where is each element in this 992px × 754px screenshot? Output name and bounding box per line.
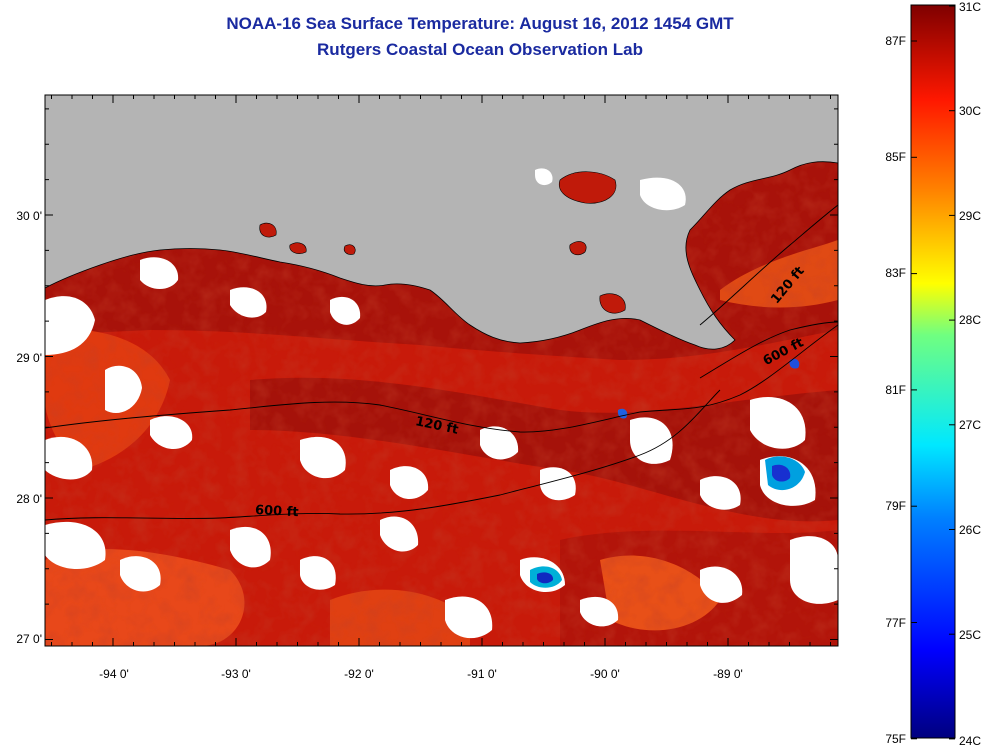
lat-label-28: 28 0' <box>16 492 42 506</box>
map-subtitle: Rutgers Coastal Ocean Observation Lab <box>317 40 643 59</box>
colorbar-f-87: 87F <box>885 34 906 48</box>
colorbar-c-29: 29C <box>959 209 982 223</box>
land <box>45 95 838 350</box>
inland-water <box>259 171 626 314</box>
colorbar-c-24: 24C <box>959 734 982 748</box>
lon-label-90: -90 0' <box>590 667 620 681</box>
colorbar-f-75: 75F <box>885 732 906 746</box>
map-title: NOAA-16 Sea Surface Temperature: August … <box>226 14 734 33</box>
colorbar-c-26: 26C <box>959 523 982 537</box>
lon-label-89: -89 0' <box>713 667 743 681</box>
colorbar-ticks <box>911 5 955 740</box>
colorbar-c-25: 25C <box>959 628 982 642</box>
axis-ticks <box>45 95 838 646</box>
colorbar <box>910 4 956 739</box>
lat-label-27: 27 0' <box>16 632 42 646</box>
lon-label-92: -92 0' <box>344 667 374 681</box>
cool-spots <box>530 358 805 588</box>
colorbar-c-27: 27C <box>959 418 982 432</box>
contour-label-600ft-west: 600 ft <box>255 503 299 520</box>
lat-label-30: 30 0' <box>16 209 42 223</box>
colorbar-f-79: 79F <box>885 499 906 513</box>
colorbar-f-83: 83F <box>885 266 906 280</box>
colorbar-f-77: 77F <box>885 616 906 630</box>
colorbar-f-85: 85F <box>885 150 906 164</box>
bathymetry-contours <box>45 204 838 521</box>
colorbar-c-28: 28C <box>959 313 982 327</box>
colorbar-c-30: 30C <box>959 104 982 118</box>
lon-label-91: -91 0' <box>467 667 497 681</box>
colorbar-f-81: 81F <box>885 383 906 397</box>
map-area: 120 ft 600 ft 120 ft 600 ft <box>45 95 838 646</box>
lat-label-29: 29 0' <box>16 351 42 365</box>
colorbar-c-31: 31C <box>959 0 982 14</box>
lon-label-94: -94 0' <box>99 667 129 681</box>
lon-label-93: -93 0' <box>221 667 251 681</box>
